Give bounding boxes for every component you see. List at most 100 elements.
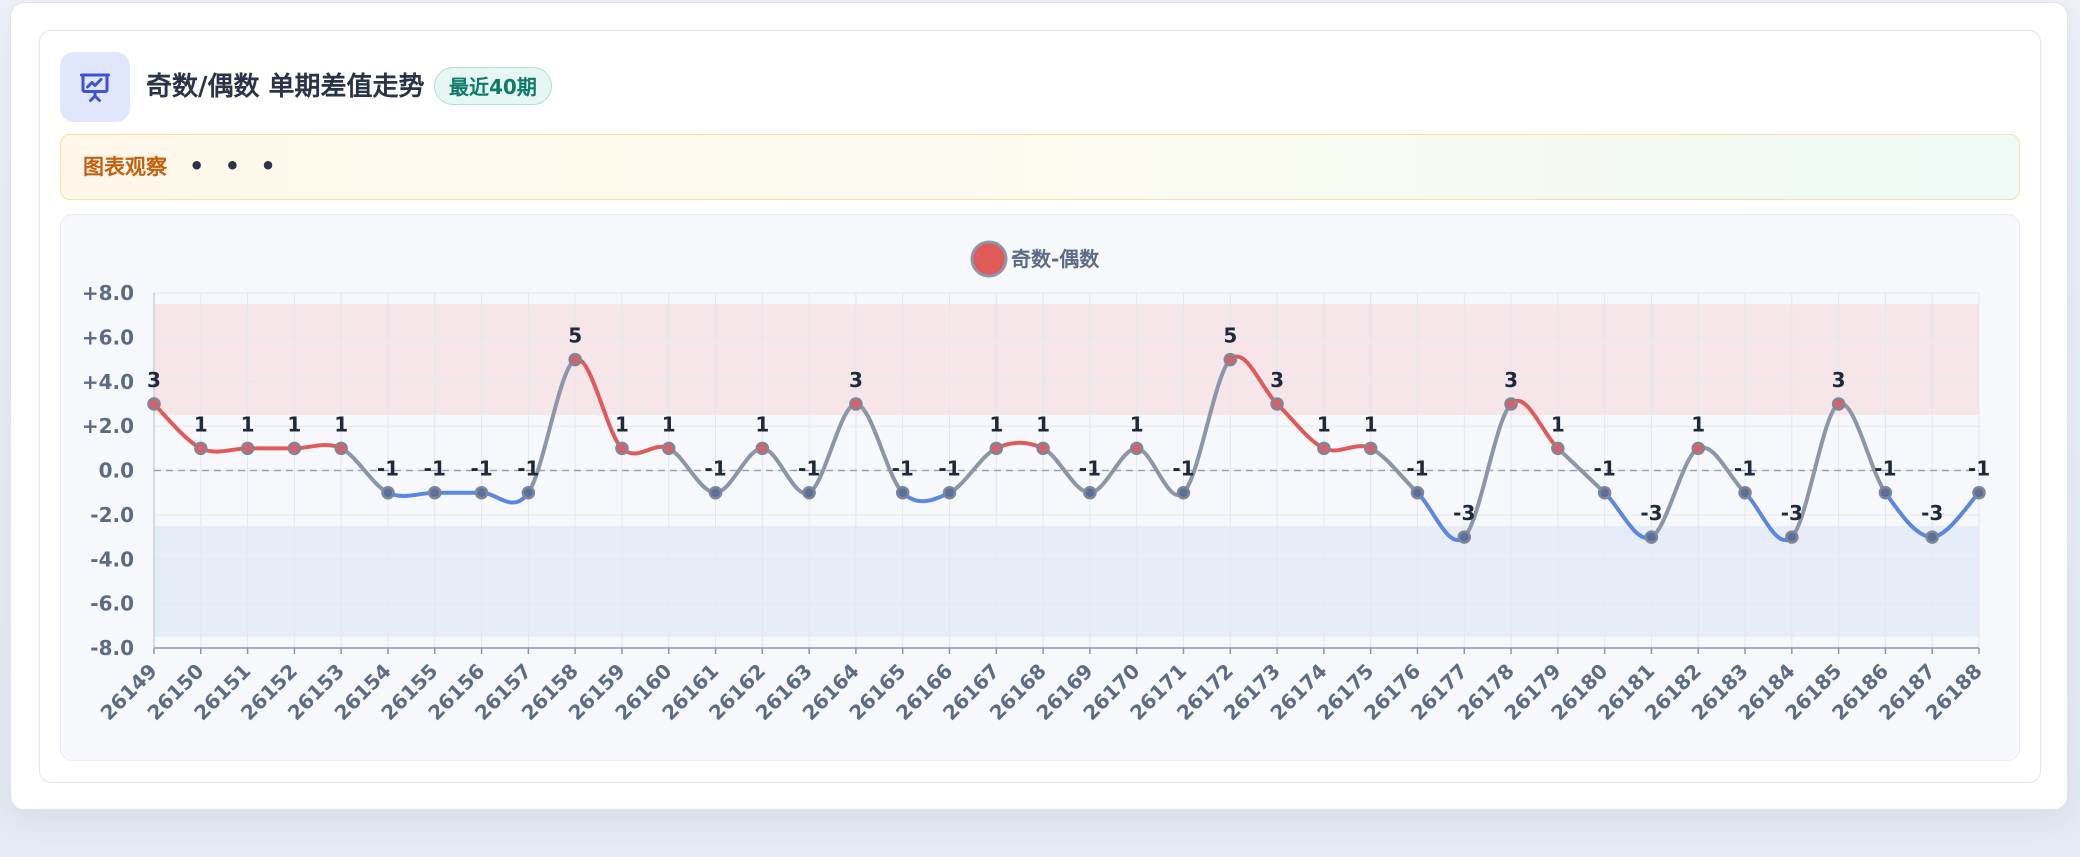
- y-tick-label: -6.0: [90, 592, 134, 616]
- period-badge: 最近40期: [434, 67, 552, 105]
- data-label: 3: [1504, 368, 1518, 392]
- data-point: [1363, 441, 1378, 456]
- data-label: 1: [989, 412, 1003, 436]
- data-label: 5: [1223, 324, 1237, 348]
- data-label: 1: [1036, 412, 1050, 436]
- data-point: [708, 485, 723, 500]
- data-label: -1: [938, 457, 960, 481]
- data-point: [1644, 530, 1659, 544]
- data-label: -1: [1968, 457, 1990, 481]
- data-point: [661, 441, 676, 456]
- data-point: [755, 441, 770, 456]
- data-label: -1: [470, 457, 492, 481]
- series-line-segment: [1649, 446, 1701, 540]
- data-label: -1: [1172, 457, 1194, 481]
- data-label: -1: [517, 457, 539, 481]
- legend-label: 奇数-偶数: [1011, 247, 1100, 271]
- data-label: 1: [1130, 412, 1144, 436]
- data-label: -1: [798, 457, 820, 481]
- more-dots-icon[interactable]: • • •: [189, 152, 282, 180]
- y-tick-label: +6.0: [82, 325, 134, 349]
- data-label: 1: [1551, 412, 1565, 436]
- line-chart: +8.0+6.0+4.0+2.00.0-2.0-4.0-6.0-8.026149…: [82, 240, 1990, 725]
- data-point: [1410, 485, 1425, 500]
- data-label: 3: [1832, 368, 1846, 392]
- data-point: [1691, 441, 1705, 456]
- data-point: [147, 397, 161, 411]
- y-tick-label: +2.0: [82, 414, 134, 438]
- series-line-segment: [900, 490, 952, 504]
- data-point: [1972, 485, 1986, 500]
- data-point: [1457, 530, 1472, 544]
- data-point: [381, 485, 395, 500]
- series-line-segment: [994, 440, 1046, 451]
- data-point: [1785, 530, 1799, 544]
- data-label: 1: [194, 412, 208, 436]
- data-point: [802, 485, 816, 500]
- data-point: [1831, 397, 1846, 411]
- data-label: 3: [1270, 368, 1284, 392]
- data-label: -3: [1453, 501, 1475, 525]
- data-label: 1: [334, 412, 348, 436]
- data-point: [334, 441, 348, 456]
- data-label: 1: [1364, 412, 1378, 436]
- series-line-segment: [292, 443, 344, 451]
- series-line-segment: [479, 490, 531, 505]
- series-line-segment: [1462, 401, 1514, 540]
- data-label: -1: [377, 457, 399, 481]
- data-label: -3: [1921, 501, 1943, 525]
- data-point: [1129, 441, 1144, 456]
- data-point: [428, 485, 442, 500]
- series-line-segment: [1789, 401, 1841, 540]
- data-point: [1270, 397, 1284, 411]
- series-line-segment: [1181, 357, 1233, 495]
- y-tick-label: -8.0: [90, 636, 134, 660]
- data-label: -3: [1640, 501, 1662, 525]
- data-label: 1: [287, 412, 301, 436]
- data-label: -3: [1781, 501, 1803, 525]
- data-point: [474, 485, 489, 500]
- series-line-segment: [385, 490, 437, 498]
- data-label: 1: [755, 412, 769, 436]
- data-label: -1: [1594, 457, 1616, 481]
- y-tick-label: -2.0: [90, 503, 134, 527]
- data-label: -1: [1406, 457, 1428, 481]
- observation-bar[interactable]: 图表观察 • • •: [60, 134, 2020, 200]
- observation-label: 图表观察: [83, 155, 167, 179]
- data-point: [287, 441, 302, 456]
- data-label: 3: [849, 368, 863, 392]
- data-label: -1: [1079, 457, 1101, 481]
- data-label: 3: [147, 368, 161, 392]
- y-tick-label: 0.0: [99, 459, 134, 483]
- band-high: [154, 304, 1979, 416]
- data-point: [1083, 485, 1097, 500]
- y-tick-label: +4.0: [82, 370, 134, 394]
- band-low: [154, 525, 1979, 637]
- card-title: 奇数/偶数 单期差值走势: [146, 72, 425, 102]
- data-point: [895, 485, 910, 500]
- data-point: [1597, 485, 1612, 500]
- data-point: [568, 352, 582, 367]
- data-label: -1: [704, 457, 726, 481]
- series-line-segment: [198, 446, 250, 454]
- presentation-chart-icon: [60, 52, 130, 122]
- y-tick-label: +8.0: [82, 281, 134, 305]
- data-point: [1878, 485, 1893, 500]
- data-label: 5: [568, 324, 582, 348]
- data-label: 1: [615, 412, 629, 436]
- data-label: -1: [424, 457, 446, 481]
- data-label: 1: [662, 412, 676, 436]
- data-label: -1: [1874, 457, 1896, 481]
- data-label: -1: [1734, 457, 1756, 481]
- chart-area: +8.0 +6.0 +4.0 +2.0 0.0 -2.0 -4.0 -6.0 -8.0 26149…: [60, 214, 2020, 761]
- data-point: [1176, 485, 1191, 500]
- data-point: [849, 397, 863, 411]
- data-label: 1: [1691, 412, 1705, 436]
- data-point: [1223, 352, 1238, 367]
- data-point: [1738, 485, 1752, 500]
- data-point: [1036, 441, 1050, 456]
- data-point: [1504, 397, 1518, 411]
- data-label: -1: [892, 457, 914, 481]
- data-point: [521, 485, 536, 500]
- data-point: [240, 441, 255, 456]
